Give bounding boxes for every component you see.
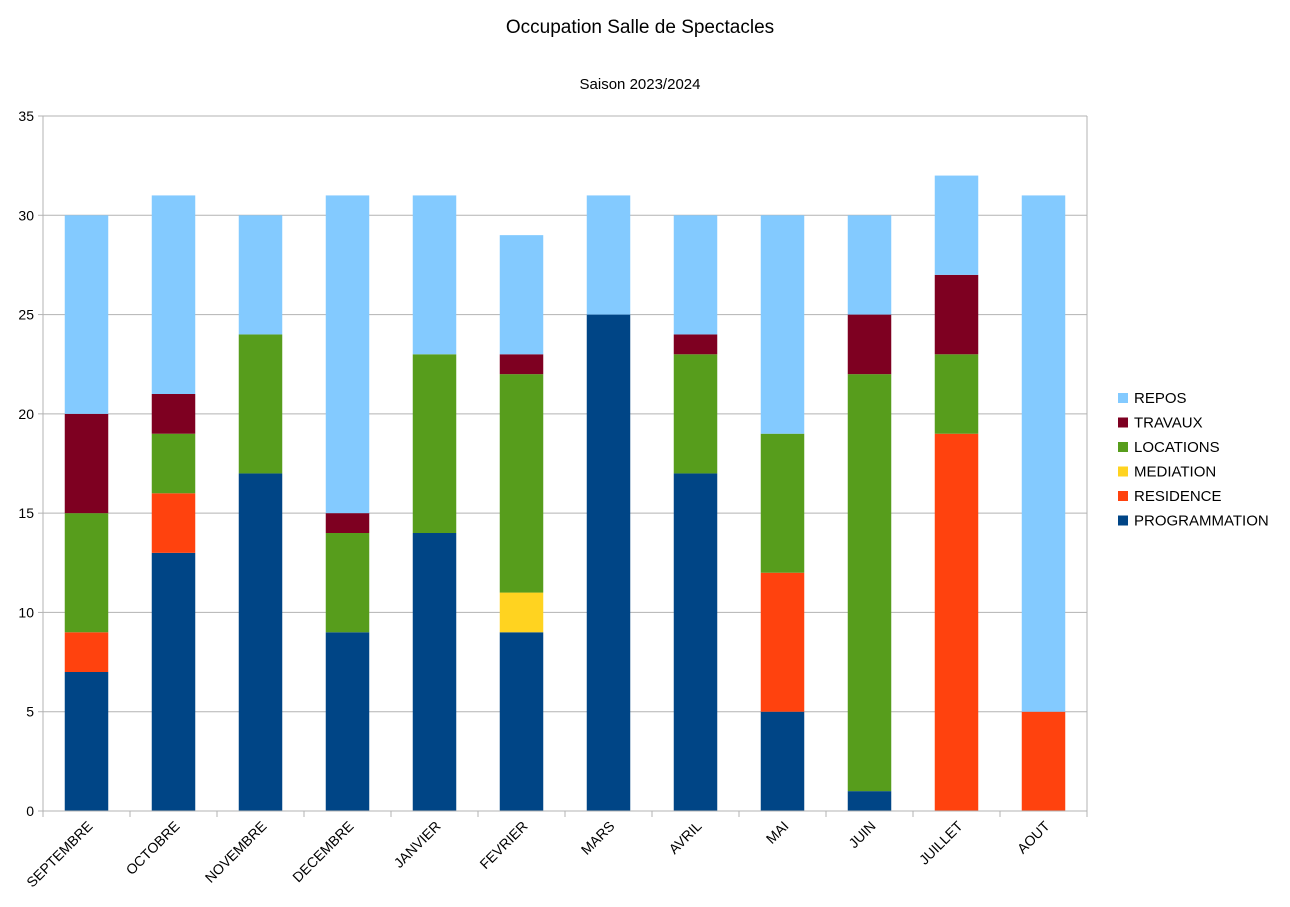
bar-septembre-programmation xyxy=(64,672,109,811)
bar-juin-repos xyxy=(847,215,892,315)
y-tick-label: 35 xyxy=(18,108,34,124)
y-tick-label: 0 xyxy=(26,803,34,819)
bar-decembre-programmation xyxy=(325,632,370,811)
x-tick-label-fevrier: FEVRIER xyxy=(476,818,530,872)
bar-octobre-locations xyxy=(151,433,196,494)
legend-label-travaux: TRAVAUX xyxy=(1134,415,1203,432)
x-tick-label-janvier: JANVIER xyxy=(390,818,443,871)
bar-juillet-residence xyxy=(934,433,979,811)
legend-label-residence: RESIDENCE xyxy=(1134,488,1222,505)
bar-avril-locations xyxy=(673,354,718,474)
bar-septembre-residence xyxy=(64,632,109,672)
y-tick-label: 30 xyxy=(18,207,34,223)
bar-octobre-residence xyxy=(151,493,196,553)
bar-juin-locations xyxy=(847,374,892,792)
bar-septembre-repos xyxy=(64,215,109,414)
bar-octobre-programmation xyxy=(151,552,196,811)
bar-avril-travaux xyxy=(673,334,718,355)
bar-juin-programmation xyxy=(847,791,892,811)
bar-aout-residence xyxy=(1021,711,1066,811)
x-tick-label-aout: AOUT xyxy=(1014,817,1053,856)
legend: REPOS TRAVAUX LOCATIONS MEDIATION RESIDENCE P… xyxy=(1118,390,1269,530)
bar-decembre-travaux xyxy=(325,513,370,533)
bar-septembre-locations xyxy=(64,513,109,633)
legend-swatch-mediation xyxy=(1118,466,1128,477)
bar-janvier-locations xyxy=(412,354,457,533)
chart-subtitle: Saison 2023/2024 xyxy=(580,76,701,93)
bar-novembre-repos xyxy=(238,215,283,335)
y-tick-label: 15 xyxy=(18,505,34,521)
bar-fevrier-repos xyxy=(499,235,544,355)
bar-mars-programmation xyxy=(586,314,631,811)
bar-juillet-locations xyxy=(934,354,979,434)
bar-mai-locations xyxy=(760,433,805,573)
bar-avril-repos xyxy=(673,215,718,335)
bar-decembre-locations xyxy=(325,533,370,633)
bar-septembre-travaux xyxy=(64,413,109,514)
y-tick-label: 20 xyxy=(18,406,34,422)
bar-juin-travaux xyxy=(847,314,892,375)
y-tick-label: 10 xyxy=(18,604,34,620)
x-tick-label-decembre: DECEMBRE xyxy=(289,818,356,885)
bar-avril-programmation xyxy=(673,473,718,811)
y-tick-label: 5 xyxy=(26,704,34,720)
x-tick-label-juillet: JUILLET xyxy=(916,817,966,867)
bar-mai-programmation xyxy=(760,711,805,811)
legend-label-mediation: MEDIATION xyxy=(1134,464,1216,481)
bar-mai-repos xyxy=(760,215,805,434)
bar-aout-repos xyxy=(1021,195,1066,712)
legend-swatch-repos xyxy=(1118,393,1128,403)
bar-novembre-locations xyxy=(238,334,283,474)
bar-fevrier-locations xyxy=(499,374,544,593)
bar-fevrier-mediation xyxy=(499,592,544,633)
bar-octobre-repos xyxy=(151,195,196,394)
legend-label-programmation: PROGRAMMATION xyxy=(1134,513,1269,530)
x-tick-label-octobre: OCTOBRE xyxy=(123,818,183,878)
bar-janvier-repos xyxy=(412,195,457,355)
bar-novembre-programmation xyxy=(238,473,283,811)
bar-fevrier-programmation xyxy=(499,632,544,811)
x-tick-label-septembre: SEPTEMBRE xyxy=(23,818,95,890)
bar-fevrier-travaux xyxy=(499,354,544,375)
x-tick-label-avril: AVRIL xyxy=(665,818,704,857)
legend-swatch-programmation xyxy=(1118,515,1128,526)
legend-swatch-residence xyxy=(1118,491,1128,501)
bar-juillet-repos xyxy=(934,175,979,275)
x-tick-label-juin: JUIN xyxy=(845,818,878,851)
chart-title: Occupation Salle de Spectacles xyxy=(506,17,774,38)
bar-mars-repos xyxy=(586,195,631,315)
x-tick-label-mai: MAI xyxy=(763,818,792,847)
y-tick-label: 25 xyxy=(18,307,34,323)
bar-octobre-travaux xyxy=(151,394,196,434)
bar-decembre-repos xyxy=(325,195,370,514)
bars xyxy=(64,175,1066,811)
bar-janvier-programmation xyxy=(412,533,457,811)
bar-juillet-travaux xyxy=(934,274,979,355)
legend-label-repos: REPOS xyxy=(1134,390,1187,407)
legend-label-locations: LOCATIONS xyxy=(1134,439,1220,456)
legend-swatch-travaux xyxy=(1118,417,1128,428)
grid-lines xyxy=(42,115,1088,812)
x-tick-label-novembre: NOVEMBRE xyxy=(202,818,270,886)
legend-swatch-locations xyxy=(1118,442,1128,452)
bar-mai-residence xyxy=(760,572,805,712)
x-tick-label-mars: MARS xyxy=(578,818,618,858)
